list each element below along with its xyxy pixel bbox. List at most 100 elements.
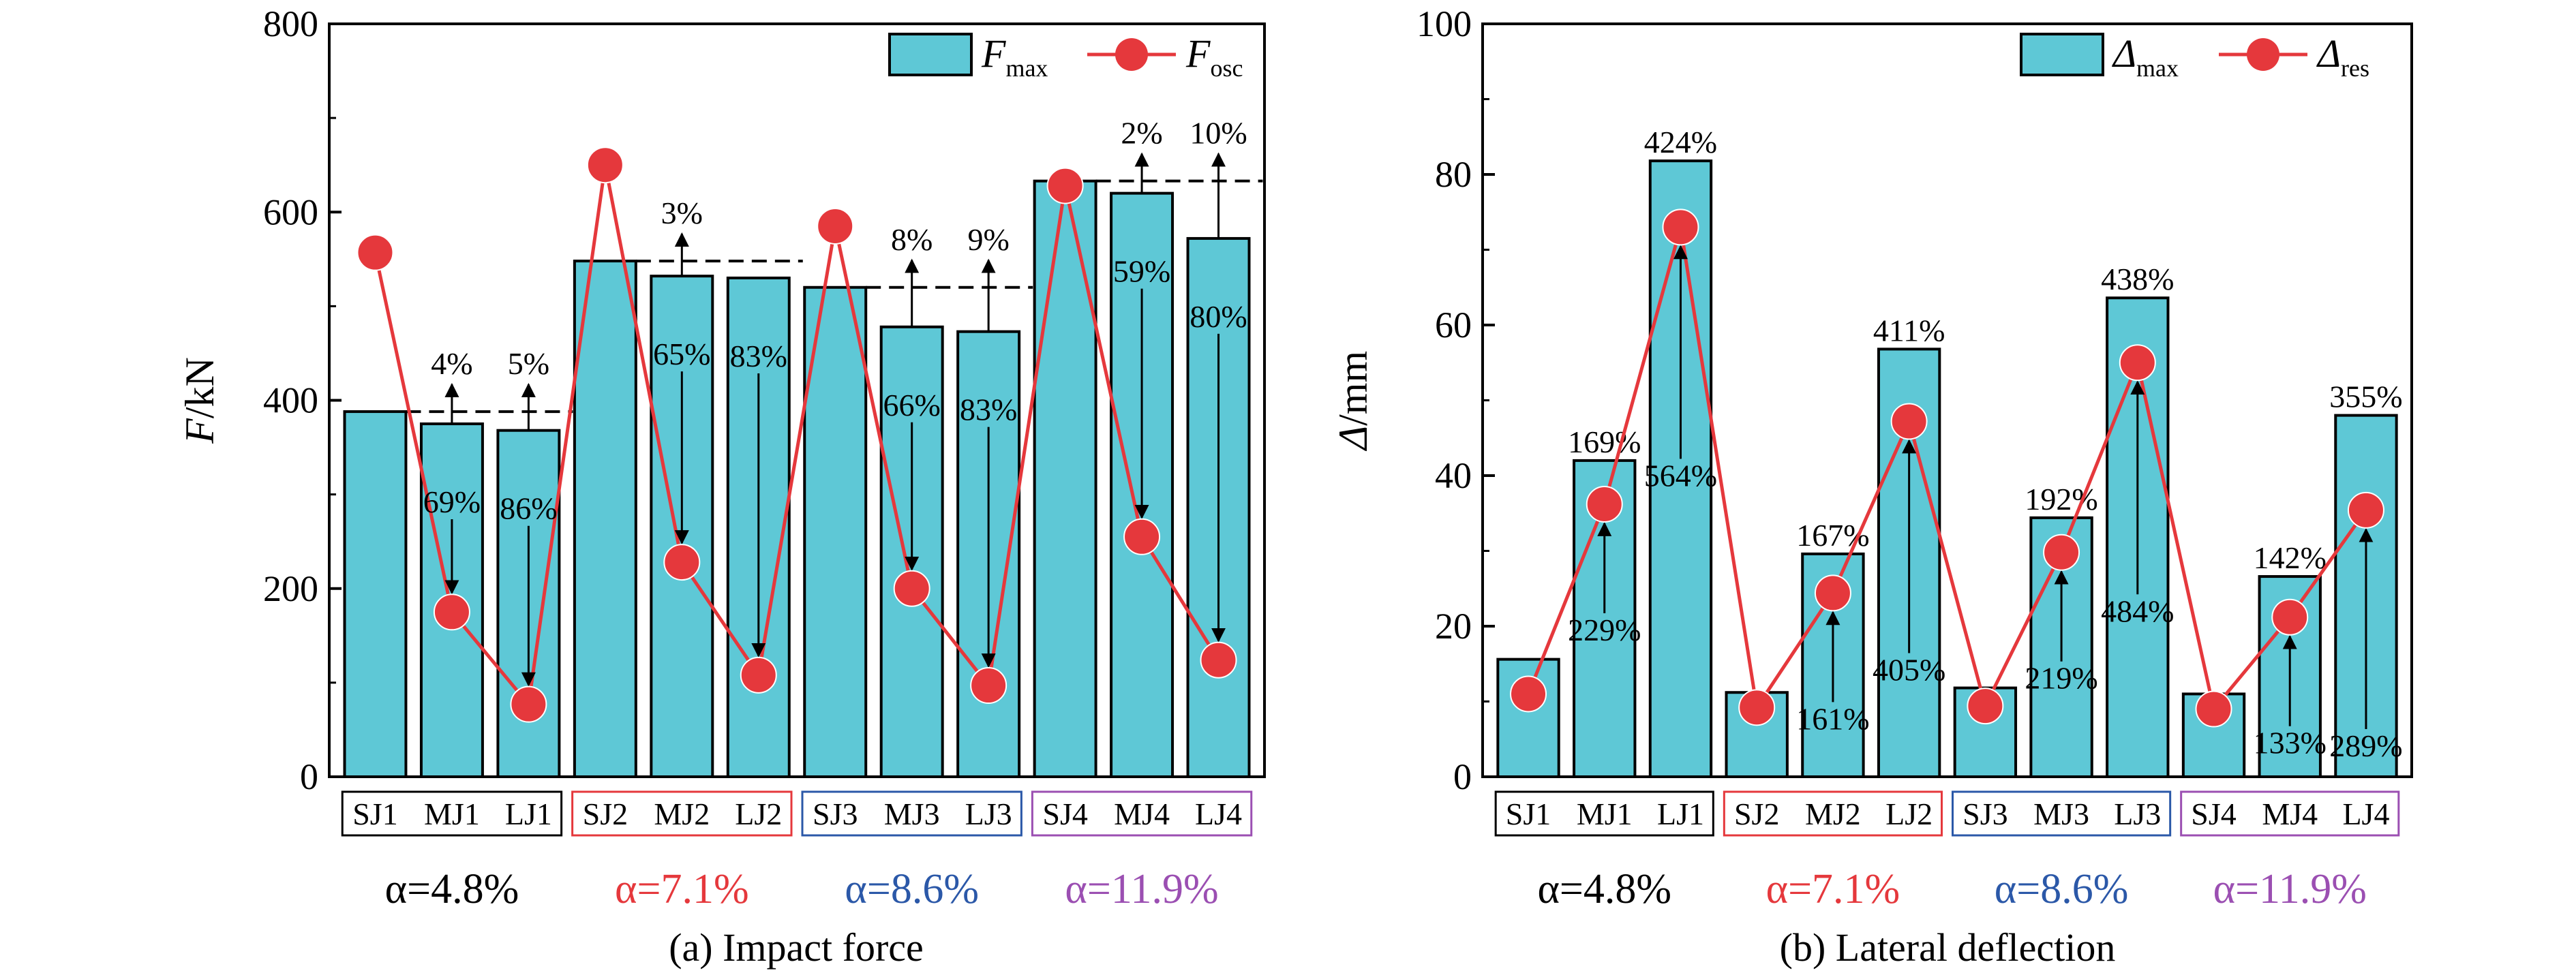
top-annotation: 355% (2329, 380, 2402, 414)
top-annotation: 424% (1644, 125, 1717, 159)
legend-entry-bar: Fmax (981, 31, 1048, 82)
decrease-annotation: 86% (500, 491, 557, 526)
legend-bar-swatch (2020, 33, 2104, 76)
y-tick-label: 400 (263, 380, 318, 421)
decrease-annotation: 83% (960, 392, 1017, 427)
category-label: LJ1 (505, 797, 552, 831)
group-alpha-label: α=7.1% (615, 866, 749, 912)
y-tick-label: 800 (263, 3, 318, 44)
top-annotation: 142% (2254, 540, 2327, 575)
y-tick-label: 40 (1435, 455, 1472, 496)
category-label: LJ2 (735, 797, 782, 831)
series-marker (2347, 491, 2384, 529)
group-alpha-label: α=11.9% (2213, 866, 2367, 912)
category-label: MJ2 (654, 797, 710, 831)
panel-caption: (a) Impact force (669, 925, 924, 970)
series-marker (1123, 518, 1161, 555)
category-label: SJ1 (352, 797, 397, 831)
series-marker (586, 146, 624, 184)
legend-entry-line: Fosc (1185, 31, 1243, 82)
y-axis-label-symbol: F (177, 418, 222, 444)
category-label: SJ2 (1734, 797, 1779, 831)
category-group-box (2180, 790, 2400, 837)
decrease-annotation: 65% (653, 337, 710, 371)
legend-marker-swatch (1115, 38, 1148, 71)
series-line (374, 164, 1220, 709)
legend-entry-line: Δres (2316, 31, 2369, 82)
series-marker (510, 685, 547, 723)
category-group-box (1723, 790, 1943, 837)
category-label: MJ1 (424, 797, 480, 831)
series-marker (1586, 485, 1623, 523)
y-tick-label: 20 (1435, 606, 1472, 647)
category-label: MJ4 (1114, 797, 1170, 831)
series-marker (1046, 167, 1084, 204)
series-marker (1890, 403, 1928, 440)
category-label: MJ3 (2033, 797, 2089, 831)
series-marker (2043, 534, 2080, 571)
y-axis-label: Δ/mm (1331, 351, 1376, 451)
group-alpha-label: α=4.8% (385, 866, 519, 912)
category-label: SJ3 (813, 797, 858, 831)
series-marker (2119, 344, 2156, 382)
top-annotation: 3% (661, 196, 703, 230)
category-label: SJ1 (1506, 797, 1551, 831)
bar (803, 285, 868, 778)
y-tick-label: 0 (300, 756, 318, 797)
series-marker (1738, 689, 1776, 726)
category-label: LJ2 (1885, 797, 1933, 831)
decrease-annotation: 66% (883, 388, 941, 422)
increase-annotation: 564% (1644, 458, 1717, 493)
series-marker (970, 667, 1007, 705)
group-alpha-label: α=4.8% (1537, 866, 1671, 912)
top-annotation: 2% (1121, 116, 1162, 151)
increase-annotation: 289% (2329, 728, 2402, 763)
legend-subscript: max (2136, 55, 2179, 82)
category-label: LJ1 (1657, 797, 1704, 831)
series-marker (1814, 574, 1851, 612)
y-axis-label-unit: /mm (1331, 351, 1376, 426)
impact-force-chart: 0 200 400 600 800 F/kN 4% 5% 3% 8% 9% 2% 10% 69% 86% 65… (177, 3, 1266, 970)
category-group-box (801, 790, 1022, 837)
category-label: SJ2 (583, 797, 628, 831)
series-line (1526, 226, 2368, 713)
series-marker (433, 593, 470, 631)
y-tick-label: 0 (1453, 756, 1472, 797)
category-label: MJ4 (2262, 797, 2318, 831)
series-marker (2195, 690, 2232, 728)
category-label: SJ4 (2191, 797, 2236, 831)
category-group-box (1952, 790, 2172, 837)
top-annotation: 438% (2101, 262, 2174, 296)
y-axis-label-unit: /kN (177, 357, 222, 418)
decrease-annotation: 59% (1113, 254, 1170, 289)
category-group-box (1494, 790, 1714, 837)
category-label: SJ4 (1042, 797, 1087, 831)
increase-annotation: 161% (1796, 701, 1869, 736)
legend-bar-swatch (888, 33, 973, 76)
legend-marker-swatch (2247, 38, 2279, 71)
y-axis-label-symbol: Δ (1331, 426, 1376, 451)
legend-subscript: max (1005, 55, 1048, 82)
category-label: LJ4 (1195, 797, 1242, 831)
category-label: MJ2 (1805, 797, 1861, 831)
increase-annotation: 133% (2254, 726, 2327, 760)
group-alpha-label: α=11.9% (1065, 866, 1218, 912)
category-group-box (341, 790, 563, 837)
decrease-annotation: 80% (1189, 299, 1247, 334)
series-marker (1510, 675, 1547, 713)
category-group-box (1031, 790, 1253, 837)
increase-annotation: 229% (1568, 613, 1641, 647)
category-label: LJ3 (965, 797, 1012, 831)
legend-entry-bar: Δmax (2112, 31, 2179, 82)
category-label: MJ3 (884, 797, 940, 831)
bar (1033, 179, 1097, 778)
category-label: SJ3 (1963, 797, 2007, 831)
top-annotation: 8% (891, 222, 933, 257)
legend-subscript: osc (1210, 55, 1243, 82)
series-marker (1967, 688, 2004, 725)
increase-annotation: 484% (2101, 593, 2174, 628)
top-annotation: 10% (1189, 116, 1247, 151)
group-alpha-label: α=8.6% (845, 866, 979, 912)
increase-annotation: 219% (2025, 661, 2097, 696)
